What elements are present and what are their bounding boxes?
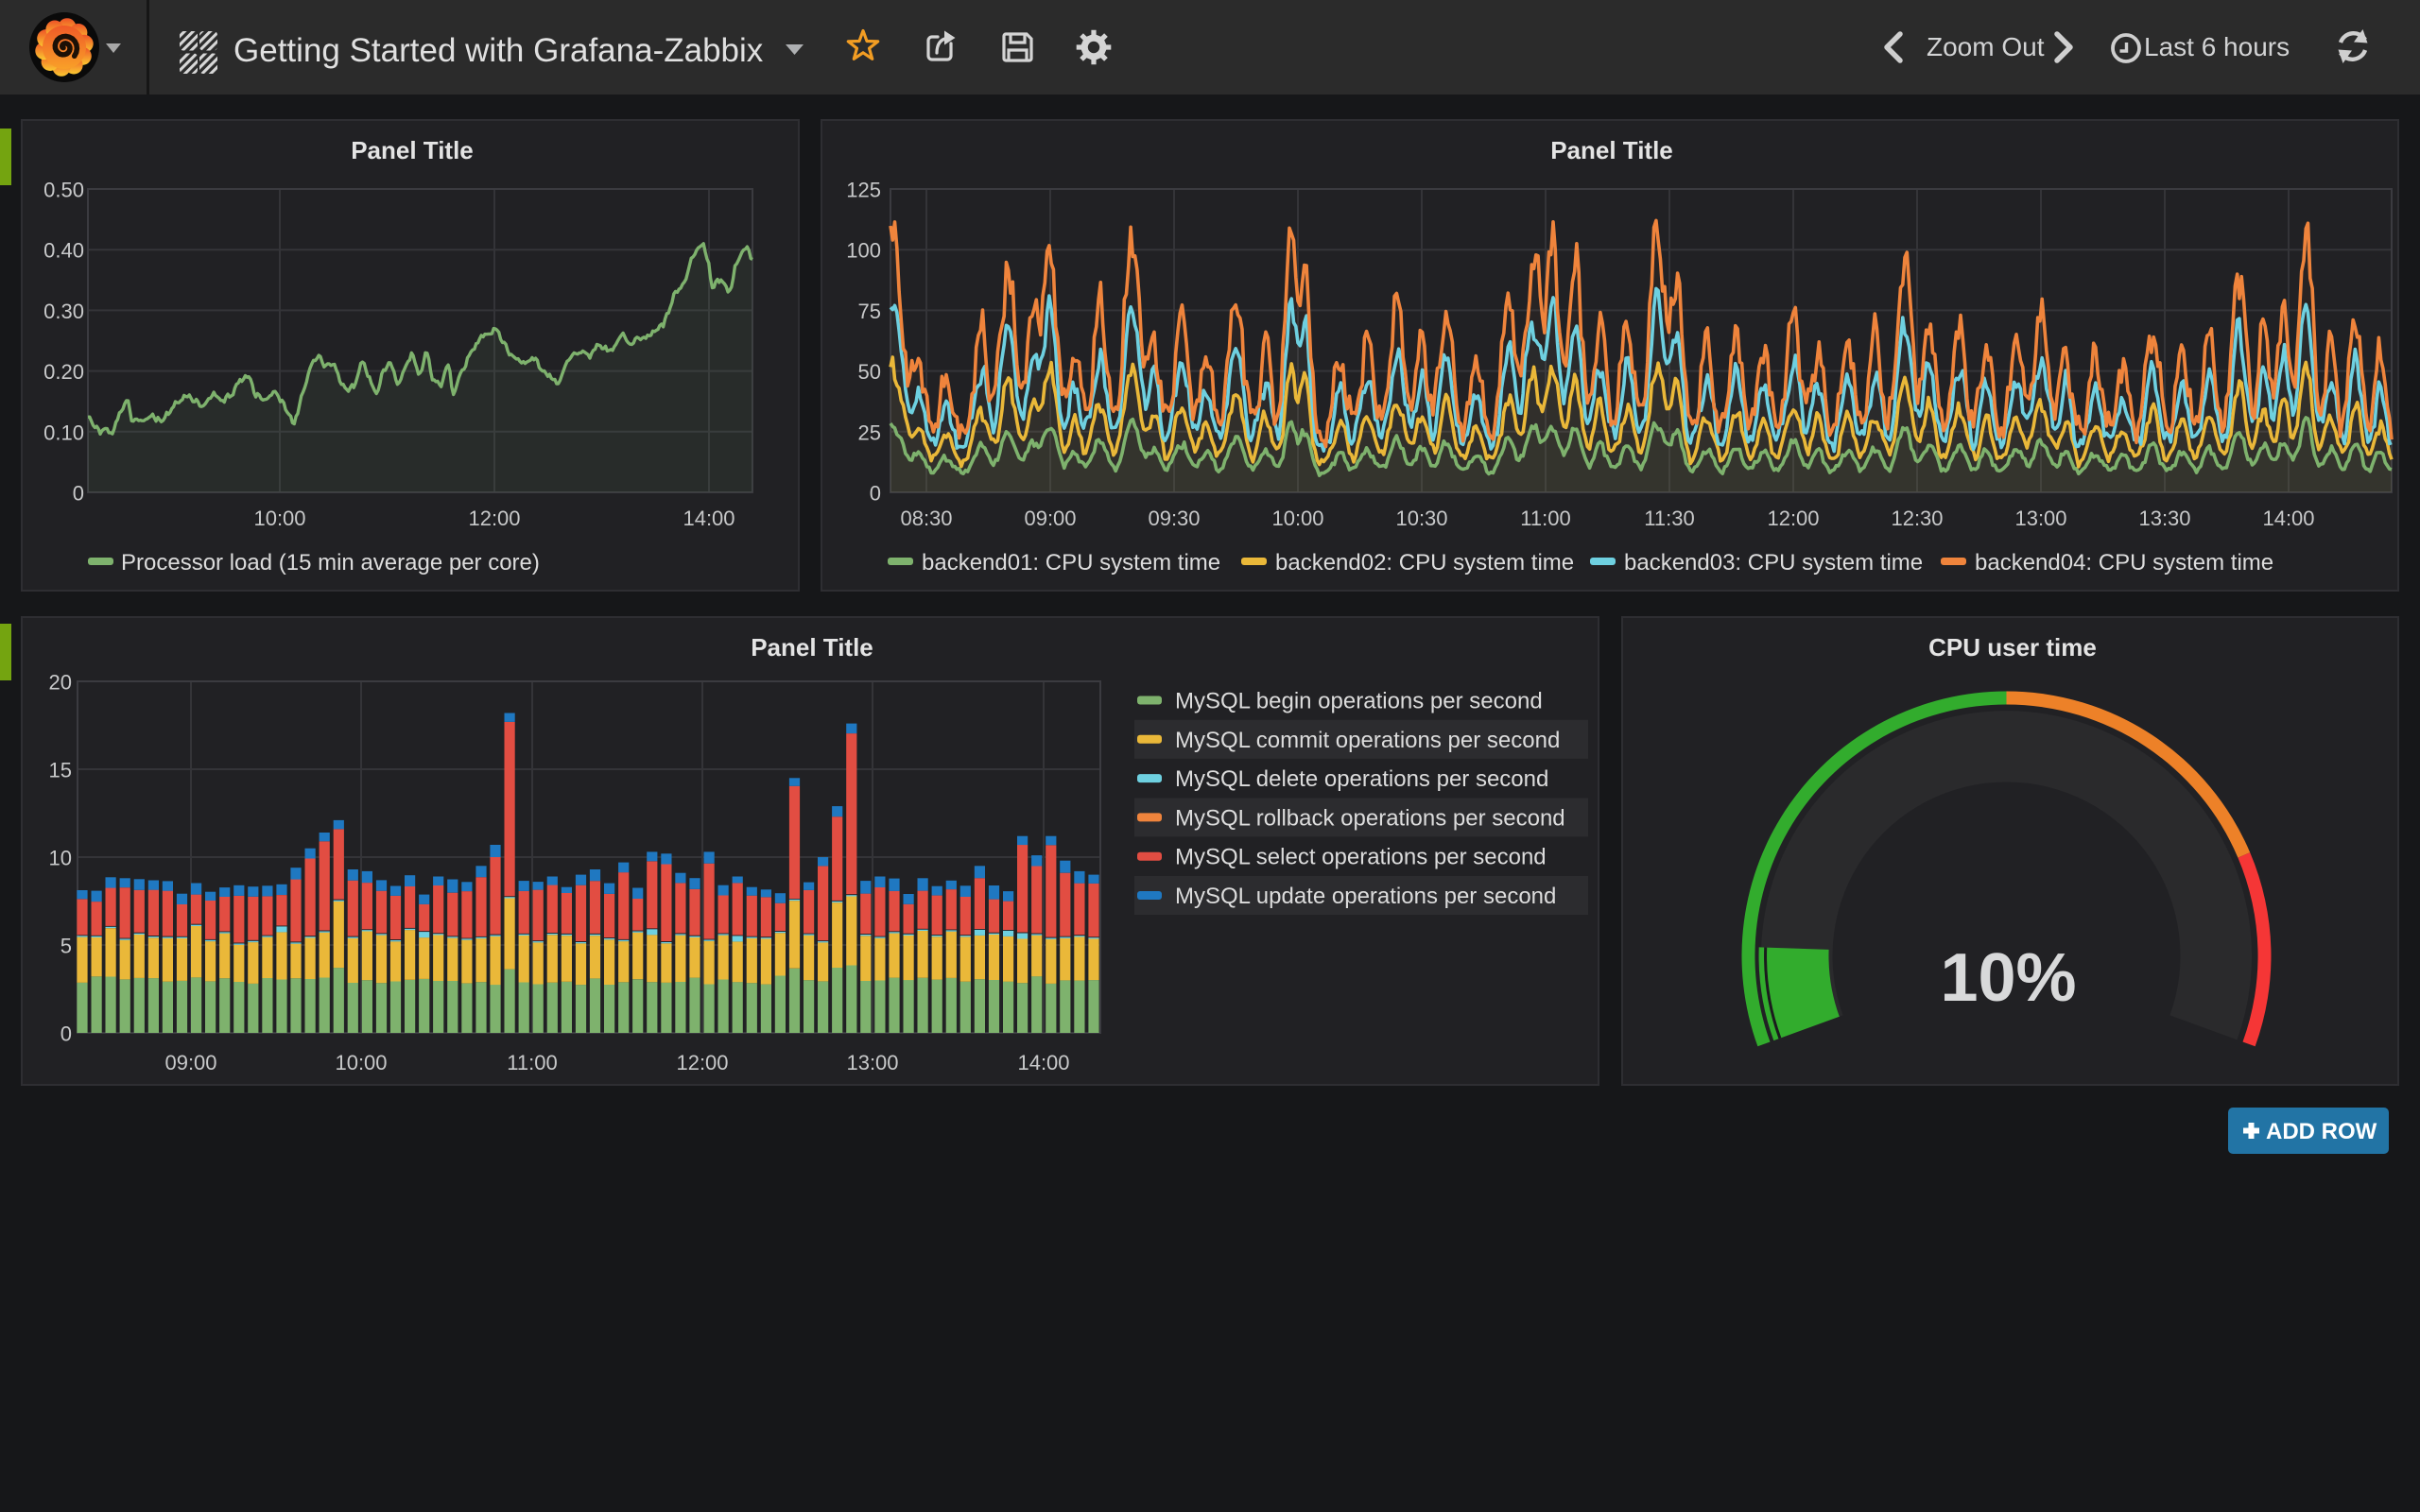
- svg-text:09:00: 09:00: [1024, 507, 1076, 530]
- svg-text:backend03: CPU system time: backend03: CPU system time: [1624, 550, 1923, 576]
- svg-text:Processor load (15 min average: Processor load (15 min average per core): [121, 550, 540, 576]
- svg-text:13:00: 13:00: [2014, 507, 2066, 530]
- svg-text:Panel Title: Panel Title: [751, 633, 873, 662]
- svg-text:backend01: CPU system time: backend01: CPU system time: [922, 550, 1220, 576]
- svg-text:Panel Title: Panel Title: [351, 136, 474, 164]
- svg-text:10:00: 10:00: [335, 1051, 387, 1074]
- svg-text:MySQL begin operations per sec: MySQL begin operations per second: [1175, 689, 1543, 714]
- svg-text:5: 5: [60, 935, 72, 958]
- svg-text:50: 50: [858, 360, 881, 384]
- svg-text:Panel Title: Panel Title: [1550, 136, 1673, 164]
- svg-text:12:00: 12:00: [468, 507, 520, 530]
- svg-text:0: 0: [73, 482, 84, 506]
- svg-text:0: 0: [60, 1022, 72, 1046]
- svg-text:10: 10: [49, 847, 72, 870]
- svg-text:13:30: 13:30: [2138, 507, 2190, 530]
- svg-text:08:30: 08:30: [900, 507, 952, 530]
- svg-text:09:30: 09:30: [1148, 507, 1200, 530]
- svg-text:12:00: 12:00: [676, 1051, 728, 1074]
- svg-text:15: 15: [49, 759, 72, 782]
- svg-text:11:00: 11:00: [507, 1051, 557, 1074]
- svg-text:125: 125: [846, 179, 881, 202]
- svg-text:0.40: 0.40: [43, 239, 84, 263]
- svg-text:CPU user time: CPU user time: [1928, 633, 2097, 662]
- svg-text:12:30: 12:30: [1891, 507, 1943, 530]
- svg-text:10%: 10%: [1940, 940, 2076, 1016]
- svg-text:25: 25: [858, 421, 881, 444]
- svg-text:MySQL select operations per se: MySQL select operations per second: [1175, 845, 1547, 870]
- svg-text:MySQL delete operations per se: MySQL delete operations per second: [1175, 766, 1548, 792]
- svg-text:100: 100: [846, 239, 881, 263]
- svg-text:backend04: CPU system time: backend04: CPU system time: [1975, 550, 2273, 576]
- svg-text:10:00: 10:00: [253, 507, 305, 530]
- svg-text:13:00: 13:00: [846, 1051, 898, 1074]
- svg-text:0: 0: [870, 482, 881, 506]
- svg-text:0.50: 0.50: [43, 179, 84, 202]
- svg-text:11:30: 11:30: [1644, 507, 1694, 530]
- svg-text:14:00: 14:00: [2262, 507, 2314, 530]
- svg-text:11:00: 11:00: [1520, 507, 1570, 530]
- svg-text:0.20: 0.20: [43, 360, 84, 384]
- svg-text:backend02: CPU system time: backend02: CPU system time: [1275, 550, 1574, 576]
- svg-text:MySQL commit operations per se: MySQL commit operations per second: [1175, 728, 1560, 753]
- svg-text:14:00: 14:00: [1017, 1051, 1069, 1074]
- svg-text:MySQL update operations per se: MySQL update operations per second: [1175, 884, 1556, 909]
- svg-text:0.30: 0.30: [43, 300, 84, 323]
- svg-text:20: 20: [49, 671, 72, 695]
- svg-text:10:30: 10:30: [1395, 507, 1447, 530]
- svg-text:75: 75: [858, 300, 881, 323]
- svg-text:ADD ROW: ADD ROW: [2266, 1119, 2377, 1144]
- svg-text:0.10: 0.10: [43, 421, 84, 444]
- svg-text:MySQL rollback operations per: MySQL rollback operations per second: [1175, 805, 1565, 831]
- svg-text:09:00: 09:00: [164, 1051, 216, 1074]
- svg-text:10:00: 10:00: [1271, 507, 1323, 530]
- svg-text:12:00: 12:00: [1767, 507, 1819, 530]
- svg-text:14:00: 14:00: [683, 507, 735, 530]
